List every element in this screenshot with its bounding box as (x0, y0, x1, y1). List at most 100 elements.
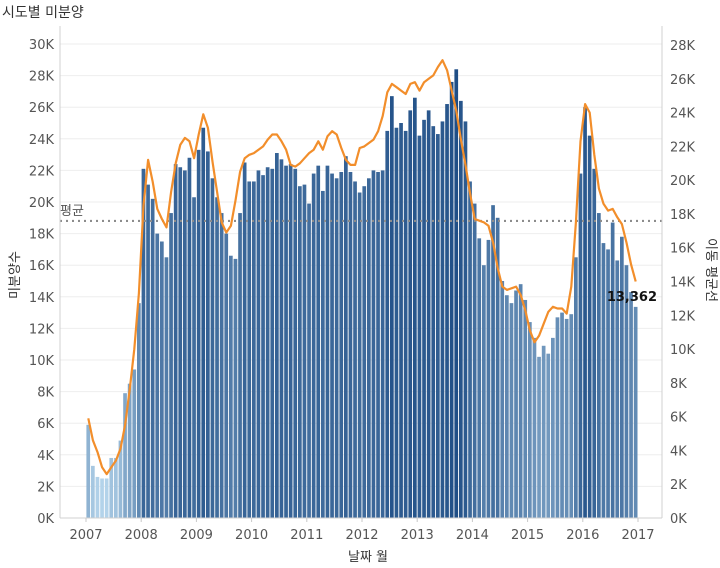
bar (334, 178, 339, 519)
bar (597, 213, 601, 518)
bar (321, 190, 325, 518)
bar (601, 243, 606, 518)
x-tick-label: 2012 (345, 528, 378, 543)
bar (426, 110, 431, 519)
bar (615, 260, 620, 518)
bar (620, 236, 624, 518)
y-tick-label-right: 28K (670, 39, 696, 54)
bar (486, 239, 491, 519)
x-tick-label: 2009 (180, 528, 213, 543)
y-tick-label-right: 24K (670, 107, 696, 122)
bar (560, 312, 564, 518)
bar (477, 238, 482, 518)
y-tick-label-right: 6K (670, 411, 687, 426)
bar (505, 295, 509, 518)
bar (127, 383, 132, 518)
bar (275, 153, 279, 518)
y-tick-label-right: 16K (670, 242, 696, 257)
bar (610, 222, 615, 519)
bar (509, 303, 514, 518)
y-tick-label-right: 20K (670, 174, 696, 189)
y-axis-label-right: 이동 평균선 (703, 238, 718, 302)
last-value-label: 13,362 (607, 290, 657, 305)
bar (344, 156, 348, 518)
bar (265, 167, 270, 519)
x-tick-label: 2007 (69, 528, 102, 543)
bar (284, 165, 288, 518)
y-tick-label-left: 14K (29, 291, 55, 306)
bar (417, 135, 422, 518)
bar (183, 170, 187, 518)
bar (380, 170, 385, 518)
y-tick-label-right: 18K (670, 208, 696, 223)
bar (629, 292, 633, 518)
bar (261, 175, 265, 518)
bar (325, 165, 330, 518)
bar (339, 171, 344, 519)
bar (482, 265, 486, 518)
bar (551, 337, 555, 518)
bar-layer (86, 69, 638, 519)
bar (316, 165, 321, 518)
bar (298, 186, 302, 518)
y-tick-label-left: 6K (37, 417, 54, 432)
y-tick-label-left: 24K (29, 133, 55, 148)
x-tick-label: 2008 (125, 528, 158, 543)
chart-title: 시도별 미분양 (2, 5, 84, 21)
bar (155, 233, 160, 518)
bar (390, 96, 394, 518)
y-tick-label-left: 2K (37, 480, 54, 495)
bar (164, 257, 169, 518)
bar (518, 284, 523, 518)
bar (624, 265, 629, 518)
bar (523, 299, 528, 518)
bar (532, 337, 537, 518)
bar (468, 181, 472, 518)
bar (403, 130, 408, 518)
bar (187, 157, 192, 518)
bar (353, 181, 357, 518)
bar (132, 369, 137, 518)
axis-layer: 0K 2K 4K 6K 8K 10K 12K 14K 16K 18K 20K 22K 24K 26K 28K… (29, 26, 696, 543)
bar (109, 457, 114, 518)
bar (247, 181, 252, 518)
bar (104, 478, 109, 518)
bar (206, 151, 210, 518)
bar (500, 281, 505, 518)
bar (537, 356, 541, 518)
line-layer: 평균 13,362 (60, 59, 662, 476)
bar (238, 213, 242, 518)
bar (367, 178, 371, 519)
y-tick-label-left: 10K (29, 354, 55, 369)
y-tick-label-right: 14K (670, 276, 696, 291)
y-tick-label-right: 0K (670, 512, 687, 527)
bar (330, 173, 334, 518)
bar (592, 168, 597, 518)
y-tick-label-left: 0K (37, 512, 54, 527)
bar (196, 149, 201, 519)
bar (399, 123, 403, 518)
bar (555, 317, 560, 518)
bar (459, 100, 463, 518)
bar (491, 205, 495, 518)
x-tick-label: 2015 (511, 528, 544, 543)
bar (431, 126, 436, 518)
y-tick-label-right: 2K (670, 478, 687, 493)
y-tick-label-right: 4K (670, 444, 687, 459)
bar (362, 186, 367, 518)
bar (270, 168, 275, 518)
moving-average-line (87, 59, 637, 476)
bar (633, 306, 638, 518)
bar (422, 119, 426, 518)
bar (141, 168, 146, 518)
y-tick-label-left: 18K (29, 228, 55, 243)
bar (463, 121, 468, 519)
bar (371, 170, 376, 518)
bar (160, 241, 164, 518)
x-tick-label: 2017 (621, 528, 654, 543)
bar (302, 184, 307, 518)
bar (242, 162, 247, 518)
bar (173, 164, 178, 518)
bar (252, 181, 256, 518)
bar (564, 318, 569, 518)
